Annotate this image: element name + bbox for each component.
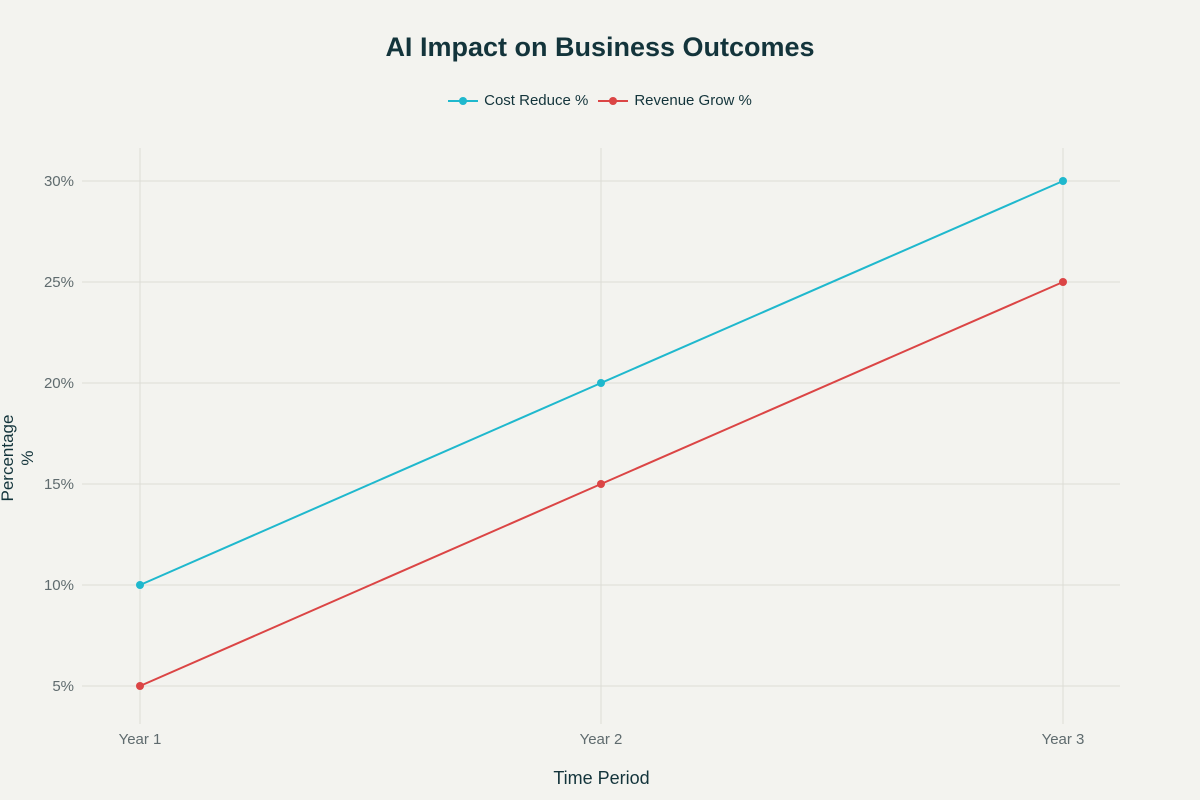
chart-title: AI Impact on Business Outcomes xyxy=(385,32,815,62)
data-point[interactable] xyxy=(1059,177,1067,185)
x-tick: Year 1 xyxy=(118,731,162,748)
x-tick: Year 2 xyxy=(579,731,623,748)
x-tick: Year 3 xyxy=(1041,731,1085,748)
x-axis-label: Time Period xyxy=(553,768,650,788)
line-marker-icon xyxy=(448,95,479,107)
data-point[interactable] xyxy=(136,581,144,589)
y-tick: 5% xyxy=(52,678,74,695)
legend: Cost Reduce % Revenue Grow % xyxy=(0,92,1200,109)
legend-item-revenue-grow[interactable]: Revenue Grow % xyxy=(598,92,752,109)
data-point[interactable] xyxy=(597,379,605,387)
data-point[interactable] xyxy=(136,682,144,690)
y-tick: 20% xyxy=(43,375,74,392)
legend-item-cost-reduce[interactable]: Cost Reduce % xyxy=(448,92,588,109)
data-point[interactable] xyxy=(597,480,605,488)
line-marker-icon xyxy=(598,95,629,107)
y-axis-label: Percentage % xyxy=(0,414,37,502)
y-tick: 30% xyxy=(43,173,74,190)
legend-label: Cost Reduce % xyxy=(484,92,589,109)
y-tick: 10% xyxy=(43,577,74,594)
y-tick: 15% xyxy=(43,476,74,493)
y-tick: 25% xyxy=(43,274,74,291)
grid xyxy=(82,148,1120,724)
data-point[interactable] xyxy=(1059,278,1067,286)
legend-label: Revenue Grow % xyxy=(634,92,752,109)
